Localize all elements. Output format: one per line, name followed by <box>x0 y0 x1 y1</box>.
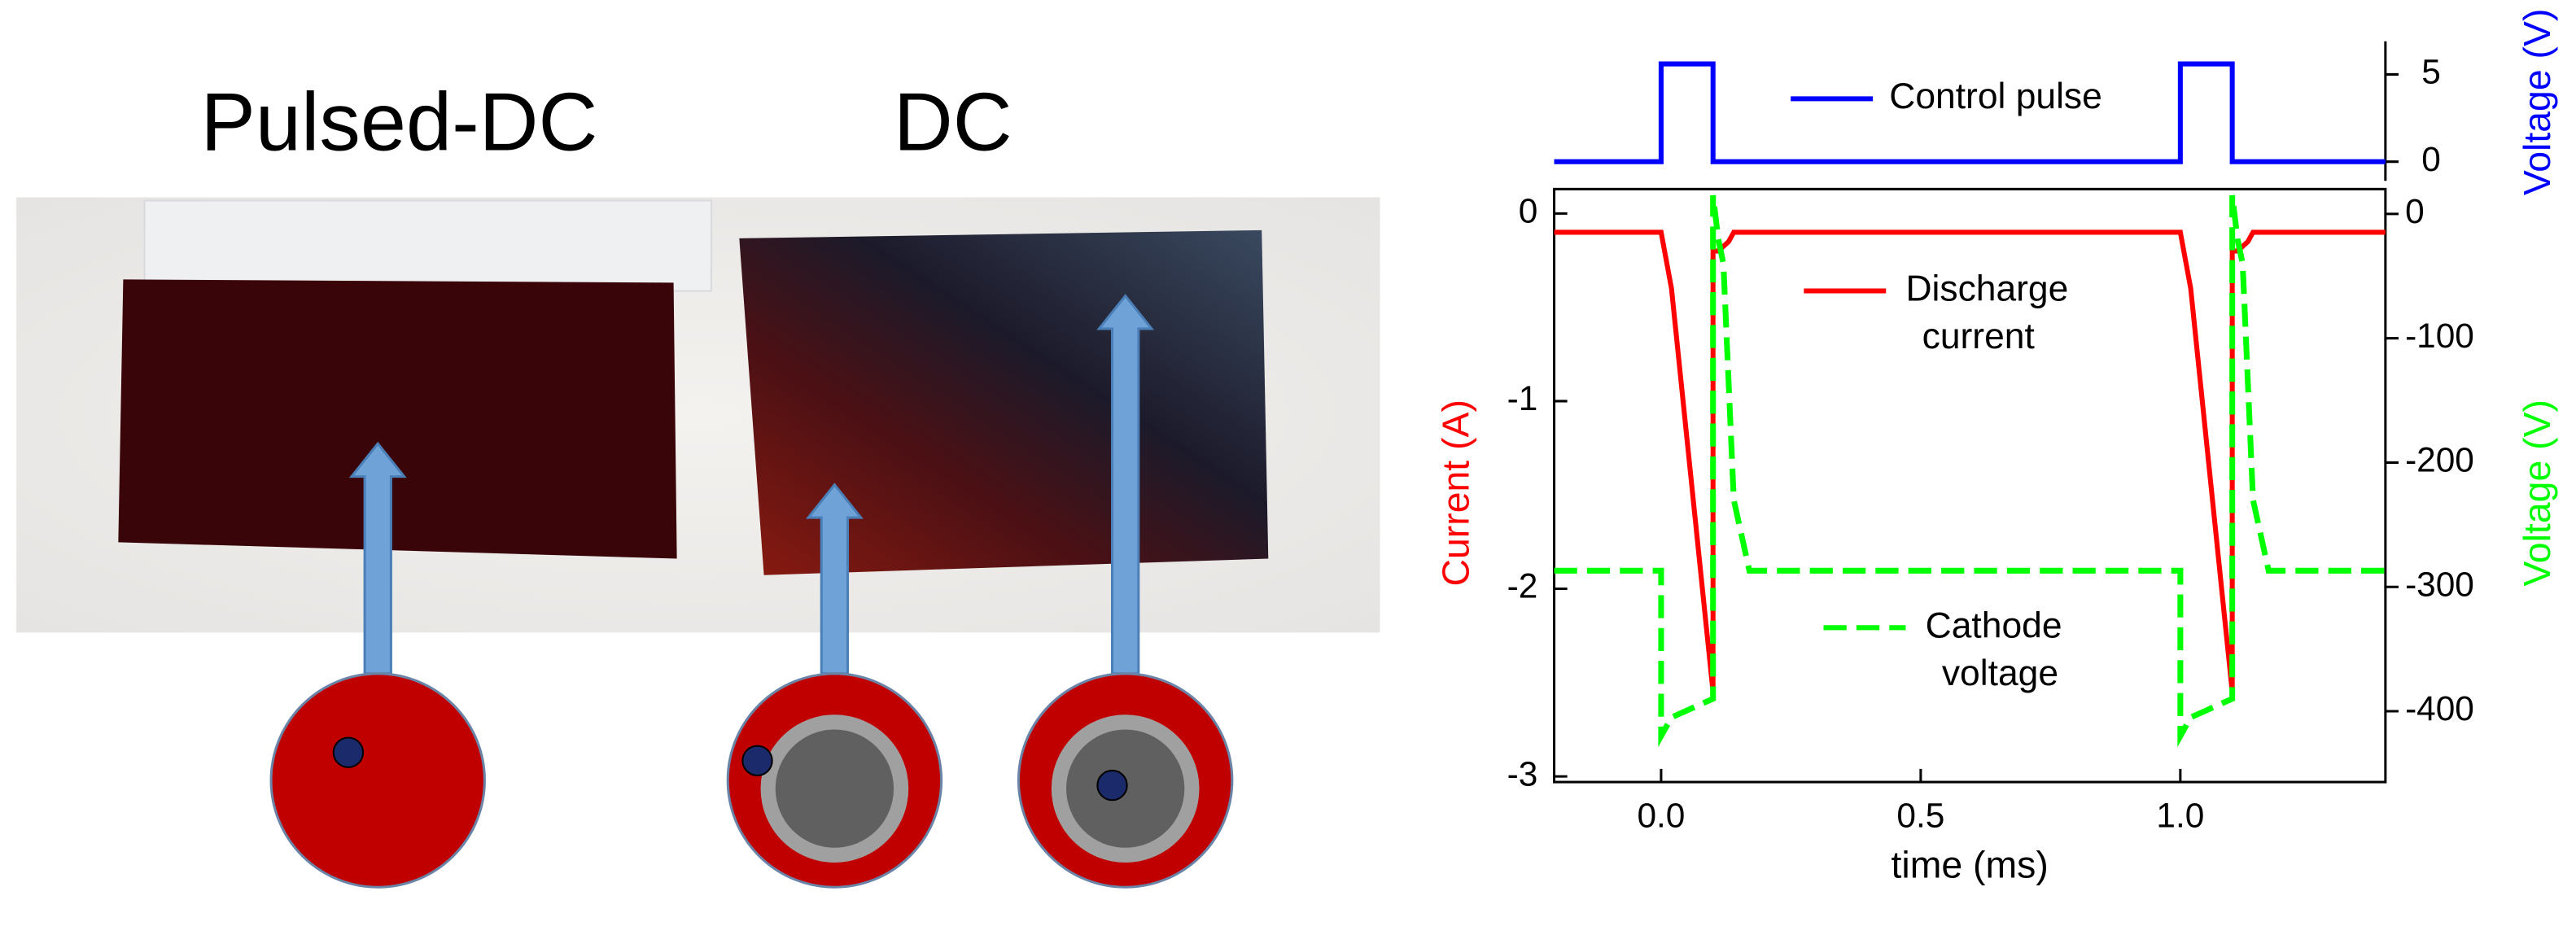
photo-label: DC <box>894 76 1012 168</box>
x-tick-label: 0.5 <box>1896 797 1944 835</box>
legend-label-line: Discharge <box>1905 269 2078 308</box>
legend-label-line: Cathode <box>1926 605 2072 645</box>
y2-tick-label: 0 <box>2405 192 2425 230</box>
series-line <box>1554 229 2386 693</box>
pulsed-dc-sample <box>118 279 677 559</box>
chart: 0.0 0.5 1.0 0 -1 -2 -3 0 -100 -200 -300 -400 5 0 time … <box>1435 9 2558 886</box>
y3-tick-label: 5 <box>2421 53 2441 91</box>
legend-label: Cathode voltage <box>1926 605 2072 693</box>
x-tick-label: 1.0 <box>2156 797 2204 835</box>
photo-label: Pulsed-DC <box>201 76 598 168</box>
y-tick-label: 0 <box>1519 192 1538 230</box>
legend-label: Control pulse <box>1889 76 2102 116</box>
y2-tick-label: -300 <box>2405 565 2474 603</box>
y2-axis-label: Voltage (V) <box>2516 400 2558 587</box>
series-line <box>1554 61 2386 164</box>
y2-tick-label: -200 <box>2405 441 2474 479</box>
legend-label: Discharge current <box>1905 269 2078 356</box>
y-tick-label: -2 <box>1507 567 1538 605</box>
dc-sample <box>739 229 1269 575</box>
y3-axis-label: Voltage (V) <box>2516 9 2558 196</box>
y2-tick-label: -100 <box>2405 317 2474 355</box>
arrows <box>348 294 1155 675</box>
y-tick-label: -1 <box>1507 379 1538 417</box>
y-axis-label: Current (A) <box>1435 400 1477 587</box>
target-diagrams <box>269 672 1234 889</box>
photo: Pulsed-DC DC <box>16 76 1380 889</box>
y-tick-label: -3 <box>1507 754 1538 793</box>
y3-tick-label: 0 <box>2421 140 2441 178</box>
y2-tick-label: -400 <box>2405 689 2474 727</box>
legend-label-line: current <box>1922 317 2036 356</box>
x-axis-label: time (ms) <box>1892 843 2049 885</box>
series-line <box>1554 194 2386 748</box>
plot-frame <box>1552 187 2387 784</box>
x-tick-label: 0.0 <box>1637 797 1685 835</box>
glass-edge <box>143 199 713 292</box>
legend-label-line: voltage <box>1942 653 2058 693</box>
